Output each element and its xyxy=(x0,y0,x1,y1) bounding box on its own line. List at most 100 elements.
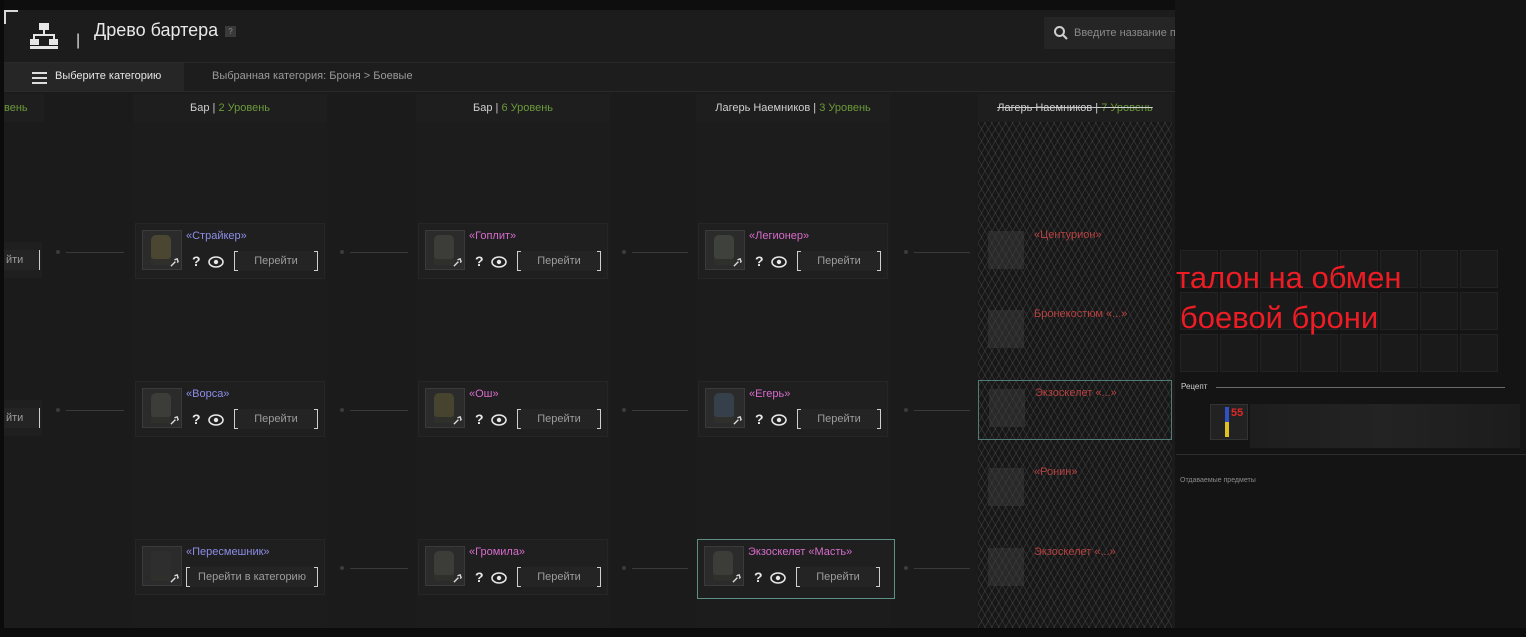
connector-line xyxy=(66,252,124,253)
column-sep: | xyxy=(492,102,502,114)
obscured-card[interactable]: «Ронин» xyxy=(978,460,1168,516)
column-header-stub: вень xyxy=(4,94,44,122)
unknown-icon[interactable]: ? xyxy=(475,253,484,269)
unknown-icon[interactable]: ? xyxy=(755,253,764,269)
slot[interactable] xyxy=(1180,250,1218,288)
column-level-stub: вень xyxy=(4,102,28,114)
window-left-frame xyxy=(0,0,4,637)
slot[interactable] xyxy=(1220,334,1258,372)
go-button[interactable]: Перейти xyxy=(517,251,601,271)
unknown-icon[interactable]: ? xyxy=(475,411,484,427)
slot[interactable] xyxy=(1220,250,1258,288)
window-bottom-frame xyxy=(0,628,1526,637)
slot[interactable] xyxy=(1180,334,1218,372)
slot[interactable] xyxy=(1300,250,1338,288)
stub-go-button[interactable]: йти xyxy=(4,408,40,428)
barter-card[interactable]: «Егерь» ? Перейти xyxy=(698,381,888,437)
eye-icon[interactable] xyxy=(491,571,507,585)
item-thumbnail xyxy=(705,230,745,270)
unknown-icon[interactable]: ? xyxy=(754,569,763,585)
barter-card-selected[interactable]: Экзоскелет «Масть» ? Перейти xyxy=(697,539,895,599)
eye-icon[interactable] xyxy=(771,255,787,269)
item-name: «Егерь» xyxy=(749,388,791,400)
go-button[interactable]: Перейти xyxy=(517,409,601,429)
eye-icon[interactable] xyxy=(491,255,507,269)
column-header-1: Бар | 2 Уровень xyxy=(133,94,327,122)
barter-card[interactable]: «Ош» ? Перейти xyxy=(418,381,608,437)
slot[interactable] xyxy=(1220,292,1258,330)
recipe-item[interactable]: 55 xyxy=(1210,404,1248,440)
connector-line xyxy=(632,568,688,569)
slot[interactable] xyxy=(1260,292,1298,330)
unknown-icon[interactable]: ? xyxy=(192,253,201,269)
obscured-card[interactable]: Экзоскелет «...» xyxy=(978,540,1168,596)
item-name: Экзоскелет «...» xyxy=(1035,387,1117,399)
item-thumbnail xyxy=(425,230,465,270)
slot[interactable] xyxy=(1340,250,1378,288)
slot[interactable] xyxy=(1460,334,1498,372)
slot[interactable] xyxy=(1460,292,1498,330)
connector-dot xyxy=(56,408,60,412)
search-box[interactable] xyxy=(1044,17,1175,49)
barter-card[interactable]: «Громила» ? Перейти xyxy=(418,539,608,595)
unknown-icon[interactable]: ? xyxy=(755,411,764,427)
coupon-icon xyxy=(1225,407,1229,437)
item-thumbnail xyxy=(425,388,465,428)
go-button[interactable]: Перейти xyxy=(796,567,880,587)
barter-card[interactable]: «Страйкер» ? Перейти xyxy=(135,223,325,279)
slot[interactable] xyxy=(1420,292,1458,330)
obscured-card[interactable]: Бронекостюм «...» xyxy=(978,302,1168,358)
slot[interactable] xyxy=(1260,250,1298,288)
barter-card[interactable]: «Легионер» ? Перейти xyxy=(698,223,888,279)
slot[interactable] xyxy=(1300,292,1338,330)
barter-card[interactable]: «Пересмешник» Перейти в категорию xyxy=(135,539,325,595)
slot[interactable] xyxy=(1380,292,1418,330)
slot[interactable] xyxy=(1380,334,1418,372)
slot[interactable] xyxy=(1340,292,1378,330)
column-sep: | xyxy=(209,102,219,114)
item-name: «Громила» xyxy=(469,546,526,558)
search-input[interactable] xyxy=(1074,17,1175,49)
recipe-label: Рецепт xyxy=(1181,382,1208,391)
select-category-button[interactable]: Выберите категорию xyxy=(4,63,184,91)
slot[interactable] xyxy=(1460,250,1498,288)
annotation-text: талон на обмен боевой брони xyxy=(1176,258,1401,338)
barter-card[interactable]: «Гоплит» ? Перейти xyxy=(418,223,608,279)
slot[interactable] xyxy=(1420,334,1458,372)
slot[interactable] xyxy=(1340,334,1378,372)
wrench-icon xyxy=(453,258,462,267)
eye-icon[interactable] xyxy=(770,571,786,585)
obscured-card-selected[interactable]: Экзоскелет «...» xyxy=(978,380,1172,440)
unknown-icon[interactable]: ? xyxy=(192,411,201,427)
connector-dot xyxy=(340,250,344,254)
slot[interactable] xyxy=(1420,250,1458,288)
eye-icon[interactable] xyxy=(208,413,224,427)
slot[interactable] xyxy=(1300,334,1338,372)
unknown-icon[interactable]: ? xyxy=(475,569,484,585)
go-to-category-button[interactable]: Перейти в категорию xyxy=(186,567,318,587)
column-name: Бар xyxy=(473,102,493,114)
obscured-card[interactable]: «Центурион» xyxy=(978,223,1168,279)
item-name: «Ворса» xyxy=(186,388,230,400)
go-button[interactable]: Перейти xyxy=(234,251,318,271)
stub-go-button[interactable]: йти xyxy=(4,250,40,270)
go-button[interactable]: Перейти xyxy=(797,409,881,429)
go-button[interactable]: Перейти xyxy=(517,567,601,587)
item-name: «Гоплит» xyxy=(469,230,517,242)
eye-icon[interactable] xyxy=(491,413,507,427)
slot[interactable] xyxy=(1260,334,1298,372)
slot[interactable] xyxy=(1180,292,1218,330)
barter-card[interactable]: «Ворса» ? Перейти xyxy=(135,381,325,437)
column-name: Лагерь Наемников xyxy=(997,102,1093,114)
item-thumbnail xyxy=(704,546,744,586)
item-thumbnail xyxy=(988,231,1024,269)
eye-icon[interactable] xyxy=(208,255,224,269)
eye-icon[interactable] xyxy=(771,413,787,427)
go-button[interactable]: Перейти xyxy=(234,409,318,429)
slot[interactable] xyxy=(1380,250,1418,288)
connector-line xyxy=(914,568,970,569)
go-button[interactable]: Перейти xyxy=(797,251,881,271)
help-icon[interactable]: ? xyxy=(225,26,236,37)
item-name: «Центурион» xyxy=(1034,229,1102,241)
column-level: 6 Уровень xyxy=(501,102,553,114)
